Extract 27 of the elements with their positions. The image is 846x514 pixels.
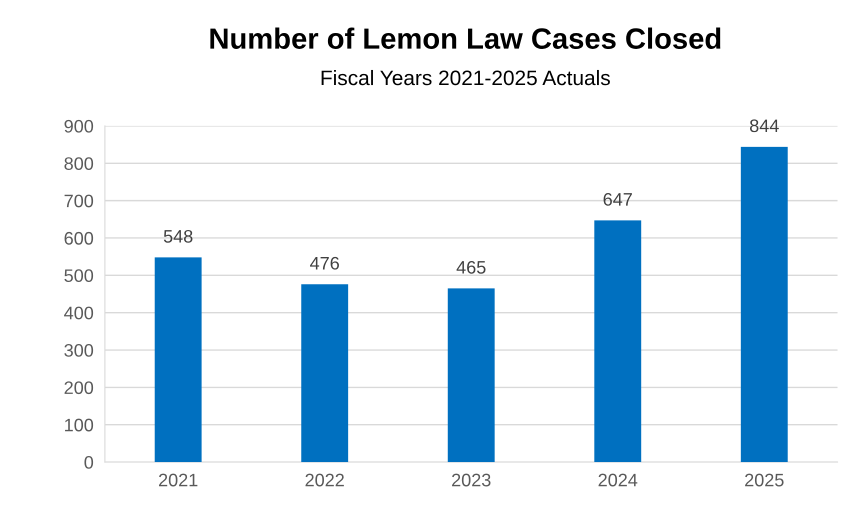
y-tick-label: 100 — [65, 418, 94, 432]
y-tick-label: 500 — [64, 269, 94, 282]
y-tick-label: 600 — [64, 232, 94, 245]
x-tick-label: 2023 — [452, 474, 491, 486]
y-tick-label: 800 — [64, 157, 94, 170]
data-label: 548 — [164, 230, 192, 243]
chart-title: Number of Lemon Law Cases Closed — [210, 28, 720, 49]
data-label: 476 — [310, 256, 339, 270]
y-tick-label: 0 — [84, 456, 94, 469]
chart-subtitle: Fiscal Years 2021-2025 Actuals — [322, 70, 610, 86]
data-label: 647 — [604, 192, 632, 206]
y-tick-label: 900 — [64, 120, 94, 133]
x-tick-label: 2021 — [158, 474, 198, 486]
bar — [301, 284, 348, 462]
bar — [740, 146, 788, 462]
y-tick-label: 200 — [64, 381, 94, 394]
bar — [594, 220, 642, 462]
bar — [154, 257, 202, 462]
x-tick-label: 2022 — [306, 474, 344, 486]
bar — [448, 288, 495, 462]
x-tick-label: 2024 — [598, 474, 638, 486]
y-tick-label: 700 — [64, 194, 94, 208]
data-label: 844 — [750, 119, 779, 132]
x-tick-label: 2025 — [745, 474, 784, 486]
data-label: 465 — [456, 260, 486, 274]
y-tick-label: 400 — [64, 306, 94, 320]
y-tick-label: 300 — [64, 344, 94, 357]
